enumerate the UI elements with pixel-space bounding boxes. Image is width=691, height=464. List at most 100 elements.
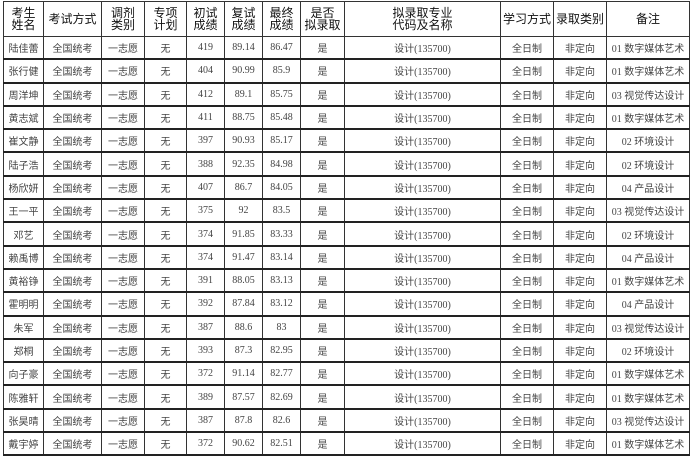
cell-final-score: 83 [262,315,301,340]
cell-special-plan: 无 [144,198,187,223]
cell-adjust-type: 一志愿 [101,408,145,433]
cell-study-mode: 全日制 [500,408,554,433]
table-row: 黄志斌 全国统考 一志愿无 411 88.75 85.48 是设计(135700) 全日制 非定… [3,105,690,130]
cell-exam-type: 全国统考 [43,245,102,270]
cell-admit-category: 非定向 [553,36,607,60]
cell-major: 设计(135700) [344,82,501,107]
cell-special-plan: 无 [144,408,187,433]
cell-name: 张昊晴 [3,408,44,433]
cell-final-score: 85.17 [262,128,301,153]
cell-admit-category: 非定向 [553,175,607,200]
cell-retest-score: 88.6 [224,315,263,340]
cell-admit-category: 非定向 [553,431,607,456]
cell-prelim-score: 374 [186,221,225,247]
cell-name: 郑桐 [3,338,44,363]
cell-exam-type: 全国统考 [43,198,102,223]
cell-exam-type: 全国统考 [43,384,102,410]
cell-major: 设计(135700) [344,36,501,60]
cell-prelim-score: 392 [186,291,225,317]
cell-prelim-score: 391 [186,268,225,293]
cell-study-mode: 全日制 [500,291,554,317]
cell-exam-type: 全国统考 [43,408,102,433]
cell-retest-score: 90.62 [224,431,263,456]
cell-adjust-type: 一志愿 [101,36,145,60]
cell-final-score: 83.13 [262,268,301,293]
cell-remark: 03 视觉传达设计 [606,315,690,340]
cell-major: 设计(135700) [344,198,501,223]
cell-admitted: 是 [300,315,345,340]
cell-major: 设计(135700) [344,105,501,130]
cell-remark: 03 视觉传达设计 [606,408,690,433]
cell-final-score: 82.95 [262,338,301,363]
header-prelim-score: 初试 成绩 [186,1,225,37]
cell-study-mode: 全日制 [500,128,554,153]
cell-prelim-score: 374 [186,245,225,270]
cell-name: 陆子浩 [3,151,44,177]
cell-admitted: 是 [300,245,345,270]
cell-remark: 02 环境设计 [606,221,690,247]
cell-prelim-score: 389 [186,384,225,410]
table-row: 崔文静 全国统考 一志愿无 397 90.93 85.17 是设计(135700) 全日制 非定… [3,128,690,153]
cell-remark: 01 数字媒体艺术 [606,268,690,293]
cell-special-plan: 无 [144,36,187,60]
cell-name: 霍明明 [3,291,44,317]
table-row: 赖禹博 全国统考 一志愿无 374 91.47 83.14 是设计(135700) 全日制 非定… [3,245,690,270]
cell-exam-type: 全国统考 [43,361,102,386]
cell-adjust-type: 一志愿 [101,291,145,317]
cell-retest-score: 87.84 [224,291,263,317]
cell-final-score: 82.77 [262,361,301,386]
cell-study-mode: 全日制 [500,431,554,456]
cell-prelim-score: 393 [186,338,225,363]
cell-retest-score: 86.7 [224,175,263,200]
cell-special-plan: 无 [144,338,187,363]
cell-retest-score: 91.85 [224,221,263,247]
table-row: 陈雅轩 全国统考 一志愿无 389 87.57 82.69 是设计(135700) 全日制 非定… [3,384,690,410]
cell-study-mode: 全日制 [500,384,554,410]
header-exam-type: 考试方式 [43,1,102,37]
header-final-score: 最终 成绩 [262,1,301,37]
cell-adjust-type: 一志愿 [101,105,145,130]
cell-prelim-score: 372 [186,431,225,456]
cell-major: 设计(135700) [344,175,501,200]
cell-prelim-score: 387 [186,315,225,340]
cell-admit-category: 非定向 [553,291,607,317]
cell-retest-score: 90.99 [224,58,263,84]
cell-adjust-type: 一志愿 [101,384,145,410]
cell-final-score: 86.47 [262,36,301,60]
cell-special-plan: 无 [144,431,187,456]
header-row: 考生 姓名 考试方式 调剂 类别 专项 计划 初试 成绩 复试 成绩 最终 成绩 是否 拟录取… [3,1,690,37]
cell-exam-type: 全国统考 [43,82,102,107]
cell-study-mode: 全日制 [500,36,554,60]
admission-table: 考生 姓名 考试方式 调剂 类别 专项 计划 初试 成绩 复试 成绩 最终 成绩 是否 拟录取… [3,1,690,456]
table-row: 戴宇婷 全国统考 一志愿无 372 90.62 82.51 是设计(135700) 全日制 非定… [3,431,690,456]
cell-final-score: 85.75 [262,82,301,107]
cell-admit-category: 非定向 [553,105,607,130]
cell-major: 设计(135700) [344,221,501,247]
cell-adjust-type: 一志愿 [101,82,145,107]
cell-admit-category: 非定向 [553,58,607,84]
cell-exam-type: 全国统考 [43,291,102,317]
cell-admitted: 是 [300,58,345,84]
cell-study-mode: 全日制 [500,338,554,363]
cell-retest-score: 92.35 [224,151,263,177]
cell-special-plan: 无 [144,151,187,177]
cell-admit-category: 非定向 [553,221,607,247]
cell-special-plan: 无 [144,128,187,153]
cell-name: 周洋坤 [3,82,44,107]
cell-study-mode: 全日制 [500,151,554,177]
cell-exam-type: 全国统考 [43,431,102,456]
header-name: 考生 姓名 [3,1,44,37]
cell-adjust-type: 一志愿 [101,315,145,340]
cell-admitted: 是 [300,291,345,317]
cell-admitted: 是 [300,268,345,293]
cell-admitted: 是 [300,175,345,200]
cell-remark: 03 视觉传达设计 [606,82,690,107]
cell-special-plan: 无 [144,291,187,317]
cell-admit-category: 非定向 [553,408,607,433]
cell-final-score: 82.69 [262,384,301,410]
cell-admit-category: 非定向 [553,82,607,107]
cell-exam-type: 全国统考 [43,268,102,293]
cell-remark: 04 产品设计 [606,291,690,317]
cell-major: 设计(135700) [344,268,501,293]
header-adjust-type: 调剂 类别 [101,1,145,37]
